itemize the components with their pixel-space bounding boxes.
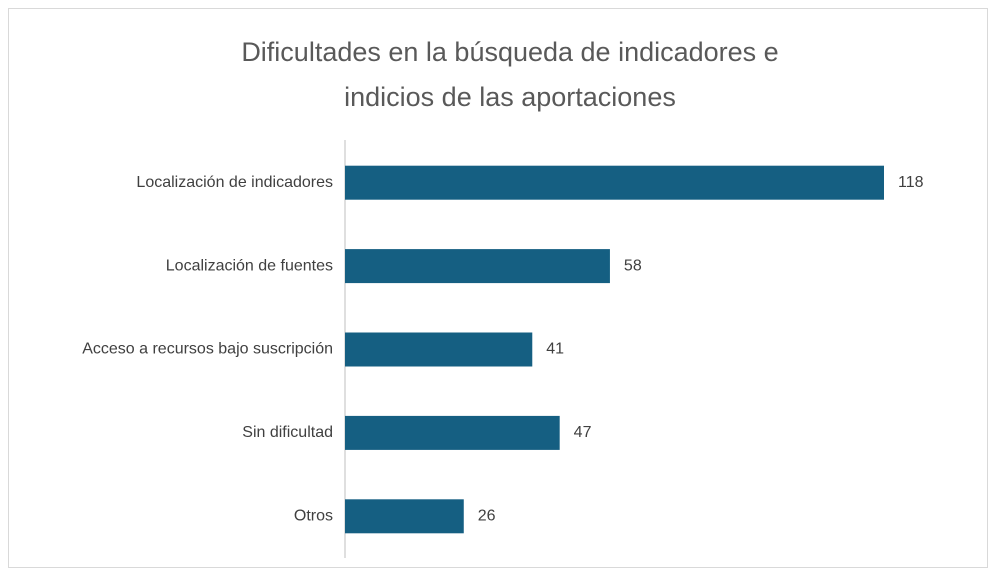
category-label: Localización de fuentes: [166, 257, 333, 274]
bar: [345, 415, 560, 450]
bar: [345, 332, 533, 367]
category-label: Acceso a recursos bajo suscripción: [82, 341, 333, 358]
category-label: Otros: [294, 508, 333, 525]
value-label: 41: [546, 341, 564, 358]
value-label: 47: [574, 424, 592, 441]
category-label: Sin dificultad: [242, 424, 333, 441]
category-label: Localización de indicadores: [136, 174, 333, 191]
value-label: 118: [898, 174, 924, 191]
bar: [345, 249, 610, 284]
value-label: 26: [478, 508, 496, 525]
chart-frame: [8, 8, 988, 568]
bar: [345, 165, 884, 200]
bar: [345, 499, 464, 534]
chart-title: Dificultades en la búsqueda de indicador…: [241, 37, 779, 112]
value-label: 58: [624, 257, 642, 274]
